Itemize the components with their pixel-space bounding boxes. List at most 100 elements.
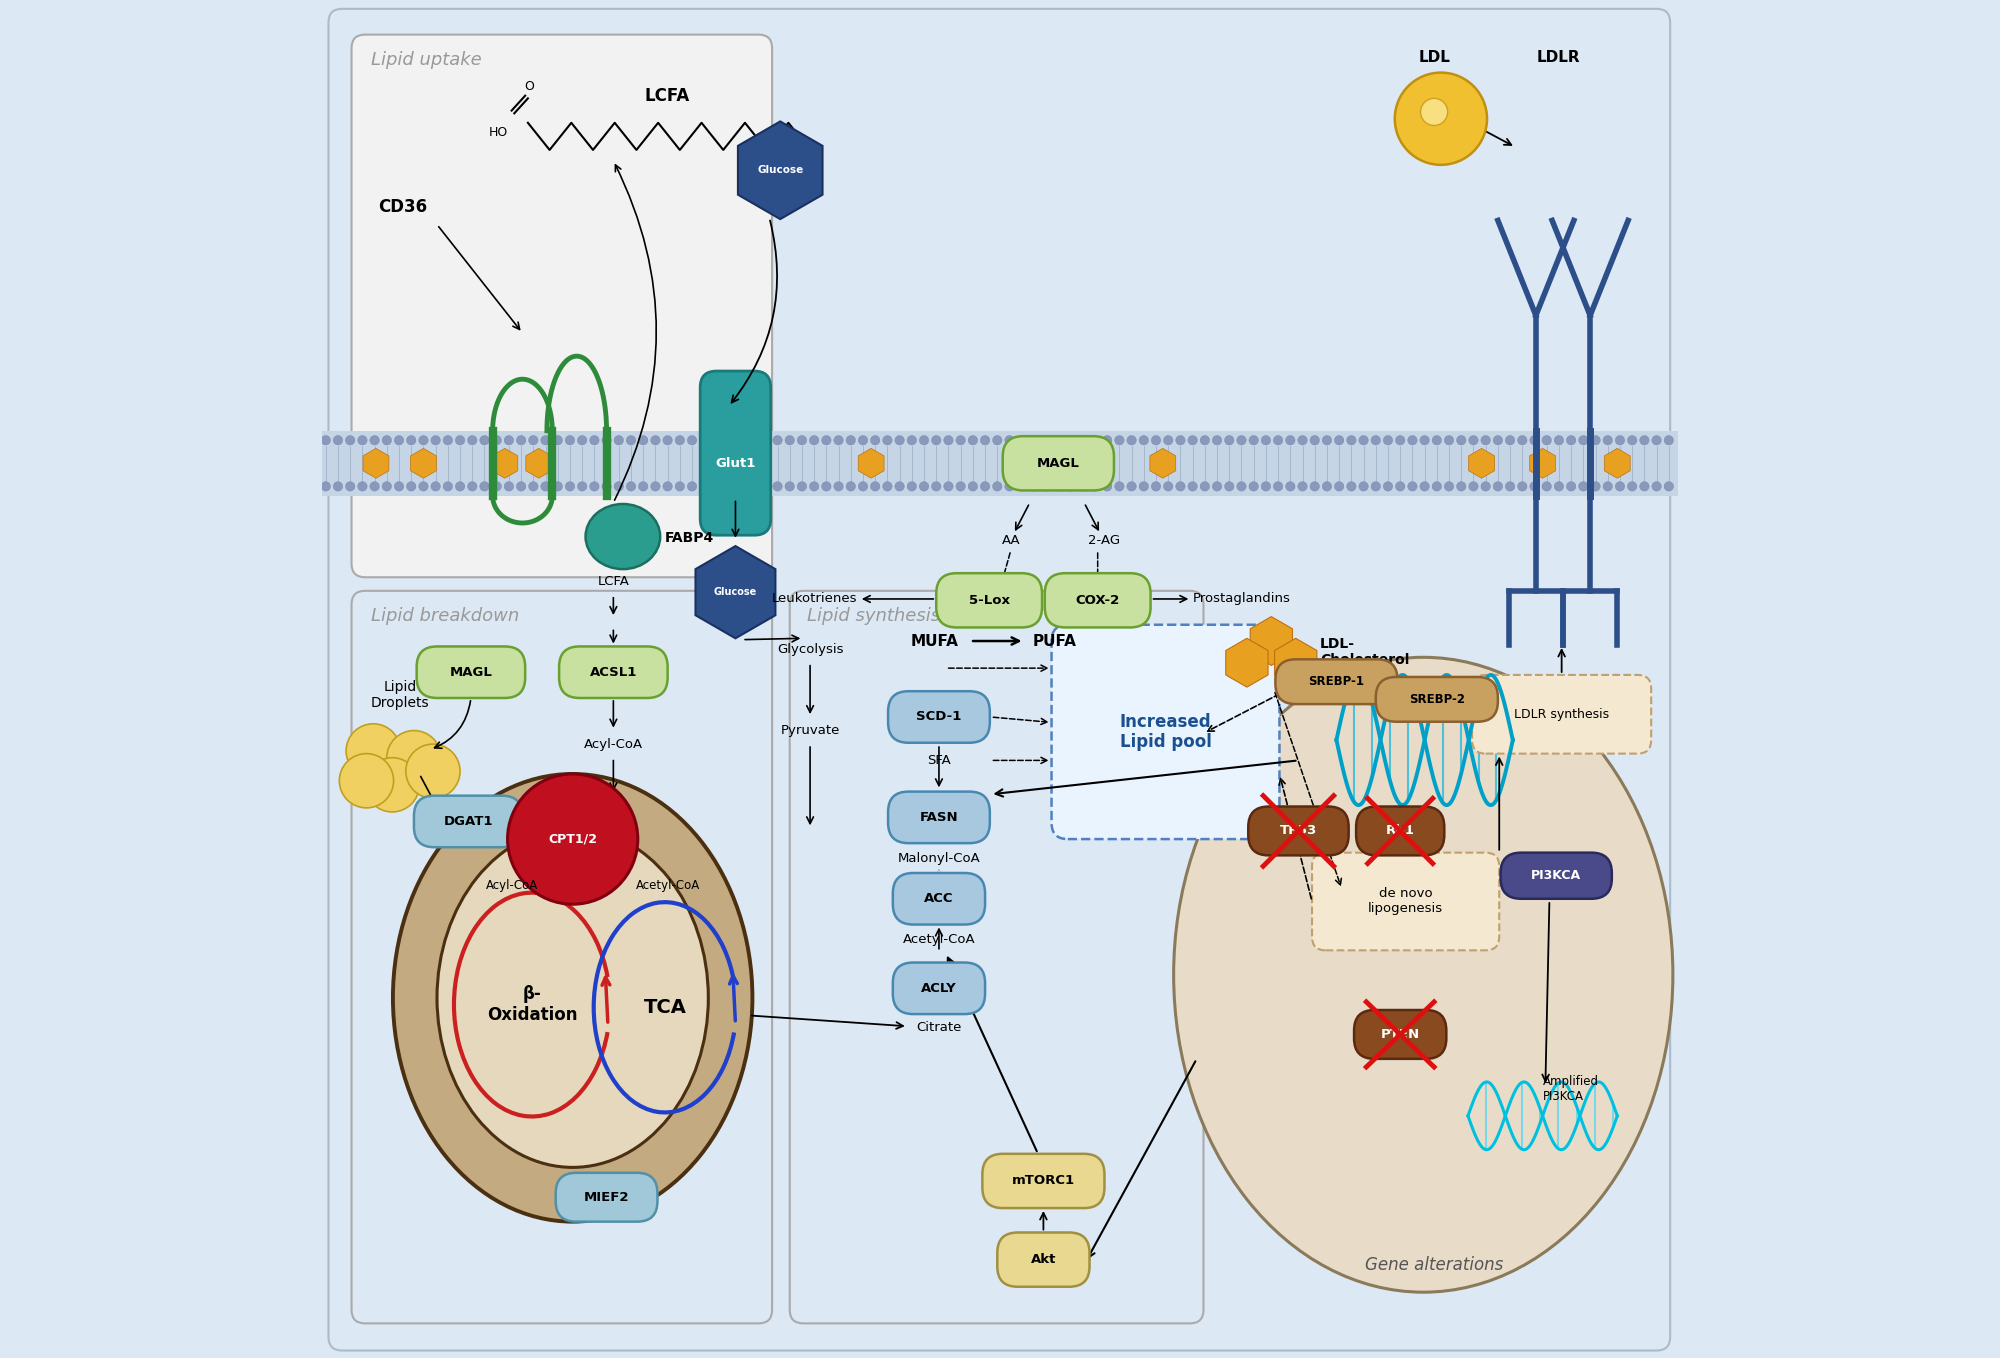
Circle shape [1310,436,1320,445]
Circle shape [1554,436,1564,445]
Circle shape [1396,436,1404,445]
Ellipse shape [586,504,660,569]
Circle shape [1358,482,1368,492]
Text: PTEN: PTEN [1380,1028,1420,1042]
Text: Glucose: Glucose [714,587,758,598]
Polygon shape [1530,448,1556,478]
Circle shape [1542,482,1552,492]
Circle shape [894,436,904,445]
Text: CD36: CD36 [378,198,428,216]
FancyBboxPatch shape [1500,853,1612,899]
Circle shape [508,774,638,904]
Circle shape [822,482,832,492]
Circle shape [1628,436,1636,445]
Circle shape [772,482,782,492]
Circle shape [1456,482,1466,492]
Circle shape [724,436,734,445]
Text: Glucose: Glucose [758,166,804,175]
Circle shape [882,436,892,445]
Circle shape [1030,436,1038,445]
Circle shape [1530,436,1540,445]
Circle shape [1152,482,1160,492]
Circle shape [1078,482,1088,492]
Circle shape [1126,482,1136,492]
Circle shape [1102,482,1112,492]
Circle shape [1262,436,1270,445]
Circle shape [540,482,550,492]
Circle shape [1212,482,1222,492]
Ellipse shape [392,774,752,1222]
Circle shape [834,482,844,492]
Text: TCA: TCA [644,998,686,1017]
Circle shape [822,436,832,445]
Circle shape [1164,482,1172,492]
FancyBboxPatch shape [888,691,990,743]
FancyBboxPatch shape [1276,660,1398,703]
Circle shape [1420,482,1430,492]
Circle shape [1248,482,1258,492]
Circle shape [908,482,916,492]
FancyBboxPatch shape [1356,807,1444,856]
Polygon shape [410,448,436,478]
Circle shape [1432,436,1442,445]
Polygon shape [1274,638,1316,687]
FancyBboxPatch shape [790,591,1204,1324]
Circle shape [1188,482,1198,492]
Text: AA: AA [1002,534,1020,547]
Text: MUFA: MUFA [910,634,958,649]
Circle shape [346,436,354,445]
Circle shape [1200,436,1210,445]
Circle shape [566,436,574,445]
Circle shape [1578,482,1588,492]
Polygon shape [492,448,518,478]
Circle shape [504,482,514,492]
Text: COX-2: COX-2 [1076,593,1120,607]
Circle shape [1420,98,1448,125]
Circle shape [1140,436,1148,445]
Circle shape [676,436,684,445]
Circle shape [1530,482,1540,492]
Circle shape [1042,482,1050,492]
Circle shape [430,436,440,445]
Circle shape [1262,482,1270,492]
Circle shape [712,482,722,492]
Circle shape [1066,436,1076,445]
Circle shape [382,482,392,492]
Text: Malonyl-CoA: Malonyl-CoA [898,851,980,865]
Circle shape [626,436,636,445]
FancyBboxPatch shape [1052,625,1280,839]
Circle shape [1616,436,1624,445]
Circle shape [650,436,660,445]
Circle shape [1640,482,1650,492]
Circle shape [748,436,758,445]
Text: ACC: ACC [924,892,954,906]
Circle shape [944,436,954,445]
Circle shape [1152,436,1160,445]
Circle shape [322,436,330,445]
Polygon shape [1468,448,1494,478]
Circle shape [1420,436,1430,445]
Circle shape [1480,482,1490,492]
Circle shape [504,436,514,445]
Text: LCFA: LCFA [598,574,630,588]
Circle shape [980,436,990,445]
Text: Prostaglandins: Prostaglandins [1192,592,1290,606]
Circle shape [1212,436,1222,445]
Circle shape [1494,482,1502,492]
Circle shape [590,482,600,492]
Circle shape [1274,482,1282,492]
Text: LDLR synthesis: LDLR synthesis [1514,708,1610,721]
Circle shape [798,482,806,492]
Circle shape [1286,482,1296,492]
FancyBboxPatch shape [888,792,990,843]
Text: Acetyl-CoA: Acetyl-CoA [902,933,976,947]
Circle shape [406,744,460,799]
FancyBboxPatch shape [1044,573,1150,627]
Polygon shape [1150,448,1176,478]
Circle shape [366,758,420,812]
Circle shape [1188,436,1198,445]
Circle shape [340,754,394,808]
Text: Pyruvate: Pyruvate [780,724,840,737]
Circle shape [492,482,502,492]
Circle shape [552,482,562,492]
